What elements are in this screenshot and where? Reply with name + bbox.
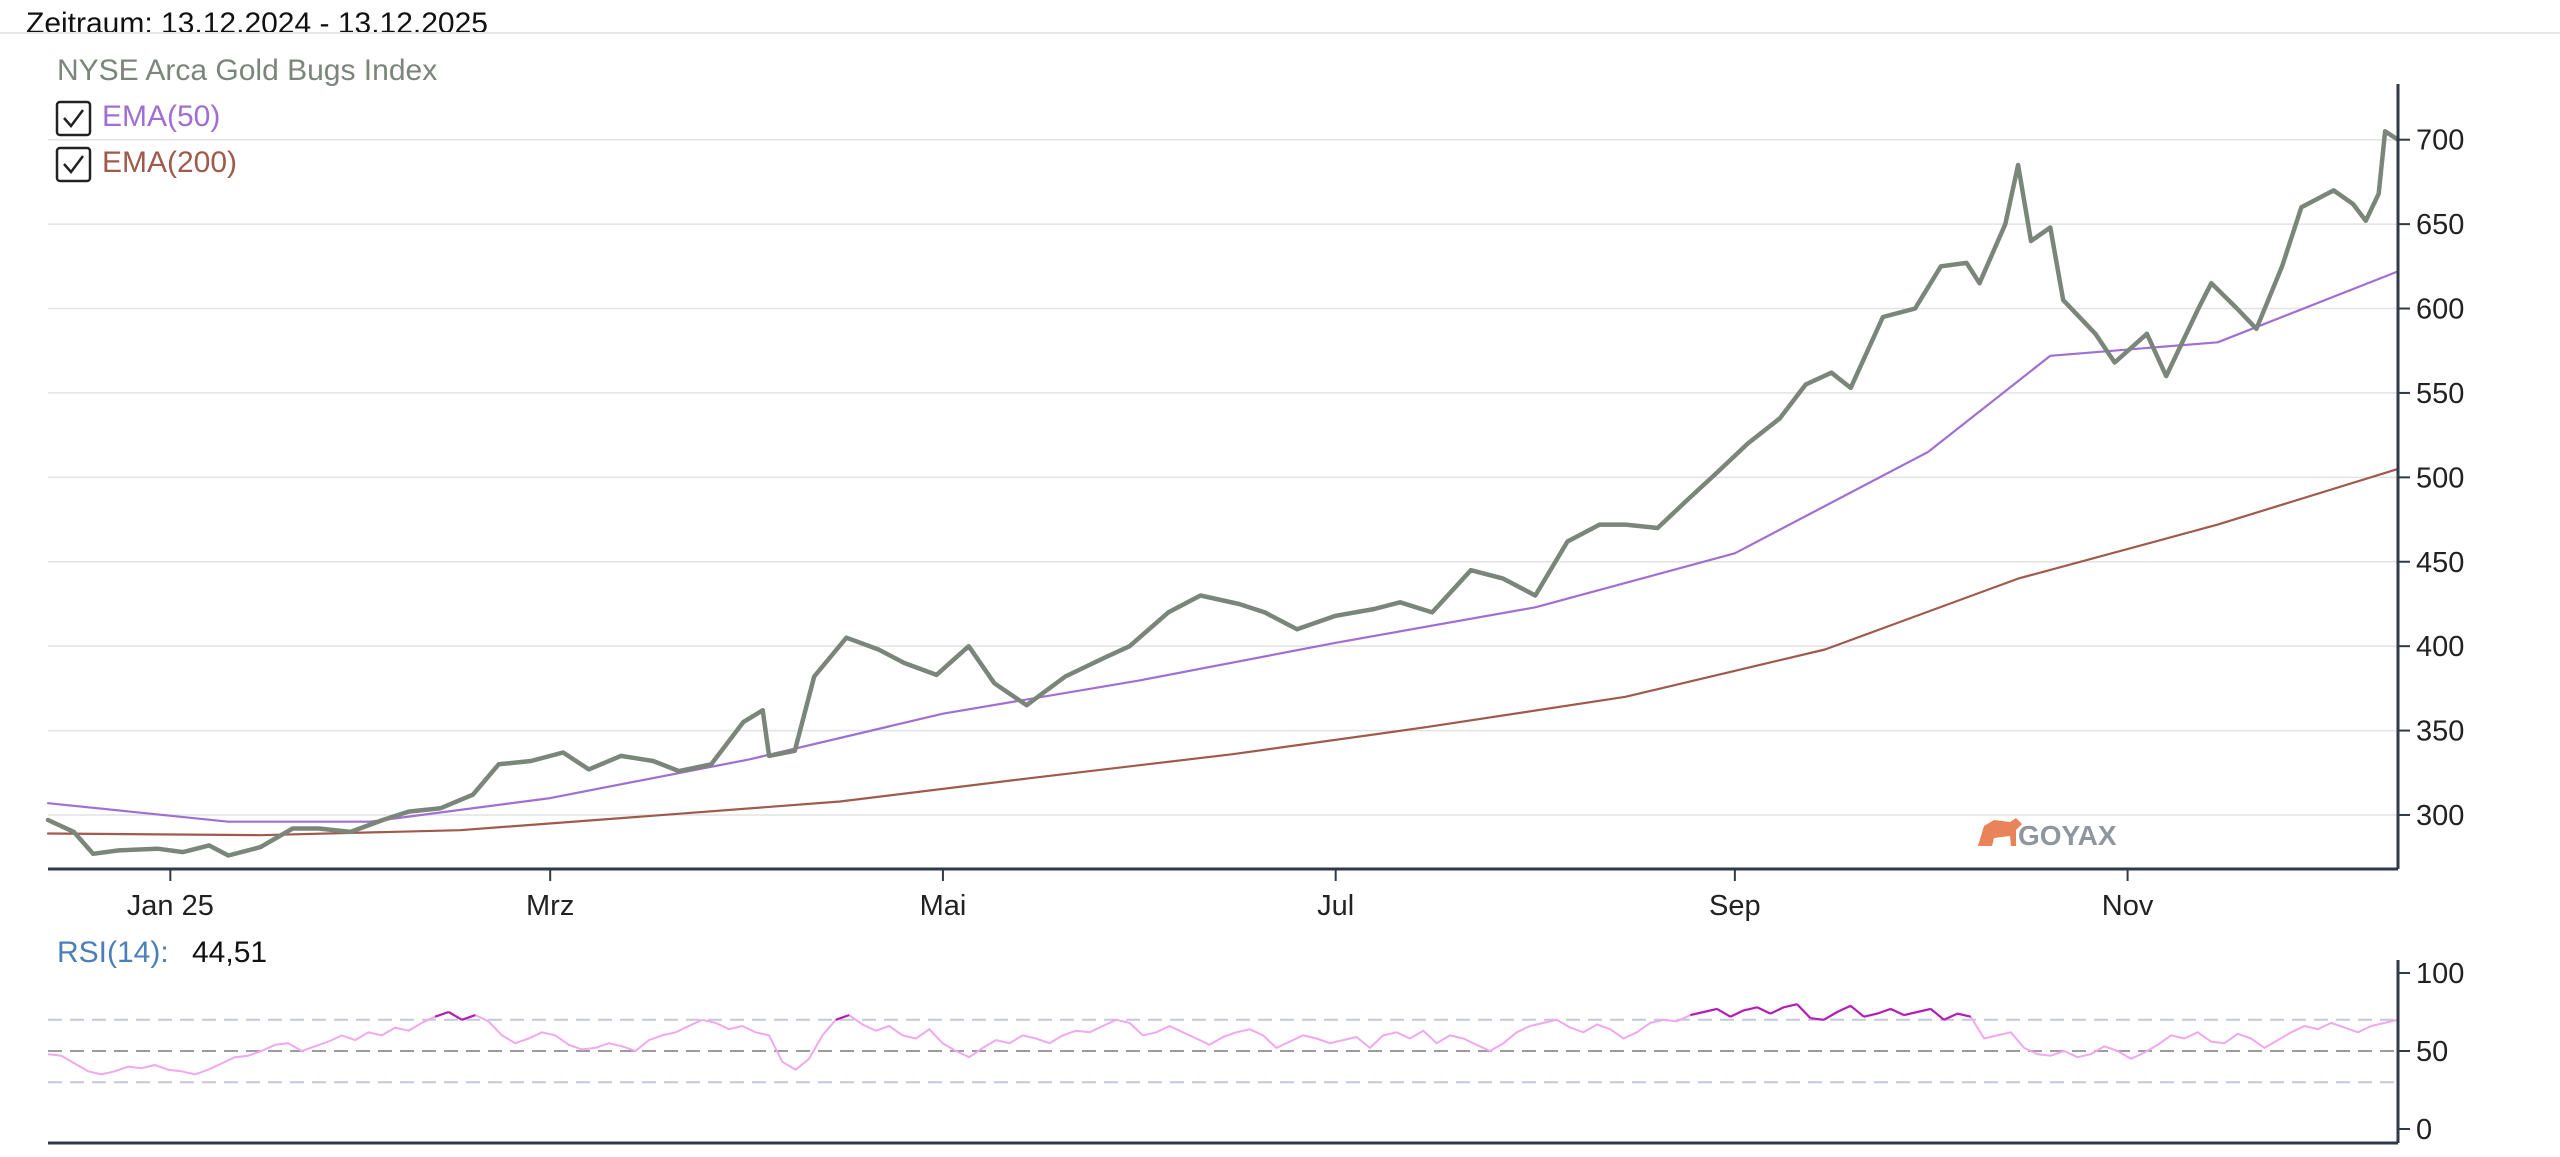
rsi-reference-lines: [48, 1018, 2398, 1084]
x-tick-label: Mai: [920, 890, 967, 922]
ema50-checkbox[interactable]: [55, 100, 92, 137]
y-tick-label: 350: [2416, 716, 2464, 748]
rsi-label: RSI(14):: [57, 936, 169, 969]
y-tick-label: 300: [2416, 800, 2464, 832]
x-tick-label: Jul: [1317, 890, 1354, 922]
rsi-y-ticks: 100 50 0: [2398, 958, 2464, 1146]
y-tick-label: 500: [2416, 462, 2464, 494]
index-line: [45, 129, 2401, 858]
main-series-lines: [45, 129, 2401, 858]
check-icon: [63, 155, 84, 174]
y-tick-label: 450: [2416, 547, 2464, 579]
legend-item-ema50[interactable]: EMA(50): [55, 100, 220, 137]
x-tick-label: Jan 25: [127, 890, 214, 922]
y-tick-label: 600: [2416, 294, 2464, 326]
x-tick-label: Sep: [1709, 890, 1761, 922]
check-icon: [63, 109, 84, 128]
main-gridlines: [48, 138, 2398, 816]
chart-title: NYSE Arca Gold Bugs Index: [57, 54, 437, 87]
y-tick-label: 400: [2416, 631, 2464, 663]
legend-label-ema200: EMA(200): [102, 146, 237, 179]
x-tick-label: Nov: [2102, 890, 2154, 922]
x-tick-label: Mrz: [526, 890, 574, 922]
goyax-logo: GOYAX: [1978, 818, 2117, 851]
ema50-line: [46, 270, 2400, 823]
rsi-y-tick-label: 100: [2416, 958, 2464, 990]
ema200-line: [46, 467, 2400, 837]
ema200-checkbox[interactable]: [55, 146, 92, 183]
y-tick-label: 650: [2416, 209, 2464, 241]
rsi-line: [47, 1003, 2399, 1076]
legend-item-ema200[interactable]: EMA(200): [55, 146, 237, 183]
y-tick-label: 550: [2416, 378, 2464, 410]
legend-label-ema50: EMA(50): [102, 100, 220, 133]
bull-icon: [1978, 818, 2022, 846]
rsi-value: 44,51: [192, 936, 267, 969]
main-x-ticks: Jan 25 Mrz Mai Jul Sep Nov: [127, 869, 2154, 922]
rsi-y-tick-label: 0: [2416, 1114, 2432, 1146]
rsi-y-tick-label: 50: [2416, 1036, 2448, 1068]
main-y-ticks: 700 650 600 550 500 450 400 350 300: [2398, 125, 2464, 832]
y-tick-label: 700: [2416, 125, 2464, 157]
rsi-series-line: [47, 1003, 2399, 1076]
logo-text: GOYAX: [2018, 820, 2117, 851]
period-label: Zeitraum: 13.12.2024 - 13.12.2025: [26, 7, 488, 40]
rsi-overbought-line: [434, 1003, 1971, 1021]
